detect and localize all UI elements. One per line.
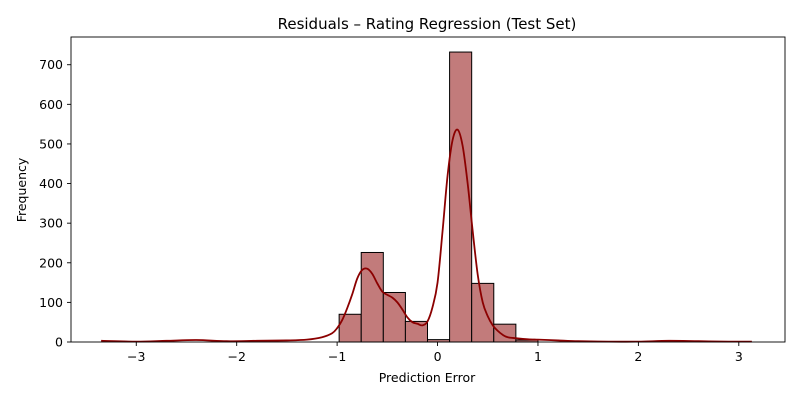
- y-axis-label: Frequency: [14, 157, 29, 222]
- histogram-bar-1: [360, 251, 384, 343]
- y-tick-label-0: 0: [55, 335, 63, 350]
- x-tick-label-1: −2: [227, 349, 245, 364]
- plot-frame: [70, 36, 786, 343]
- y-tick-label-3: 300: [39, 216, 63, 231]
- y-axis-ticks: 0 100 200 300 400 500 600 700: [39, 57, 71, 350]
- y-tick-label-1: 100: [39, 295, 63, 310]
- x-tick-label-3: 0: [434, 349, 442, 364]
- histogram-bar-6: [471, 282, 495, 343]
- x-tick-label-6: 3: [735, 349, 743, 364]
- y-tick-label-4: 400: [39, 176, 63, 191]
- y-tick-label-2: 200: [39, 255, 63, 270]
- y-tick-label-6: 600: [39, 97, 63, 112]
- x-axis-ticks: −3 −2 −1 0 1 2 3: [127, 342, 743, 364]
- y-tick-label-5: 500: [39, 136, 63, 151]
- histogram-bar-7: [493, 323, 517, 343]
- x-tick-label-2: −1: [328, 349, 346, 364]
- x-axis-label: Prediction Error: [379, 370, 476, 385]
- x-tick-label-4: 1: [534, 349, 542, 364]
- histogram-bars: [338, 51, 539, 343]
- x-tick-label-0: −3: [127, 349, 145, 364]
- chart-title: Residuals – Rating Regression (Test Set): [278, 15, 577, 33]
- kde-layer: [101, 128, 752, 343]
- y-tick-label-7: 700: [39, 57, 63, 72]
- kde-density-line: [101, 128, 752, 343]
- x-tick-label-5: 2: [634, 349, 642, 364]
